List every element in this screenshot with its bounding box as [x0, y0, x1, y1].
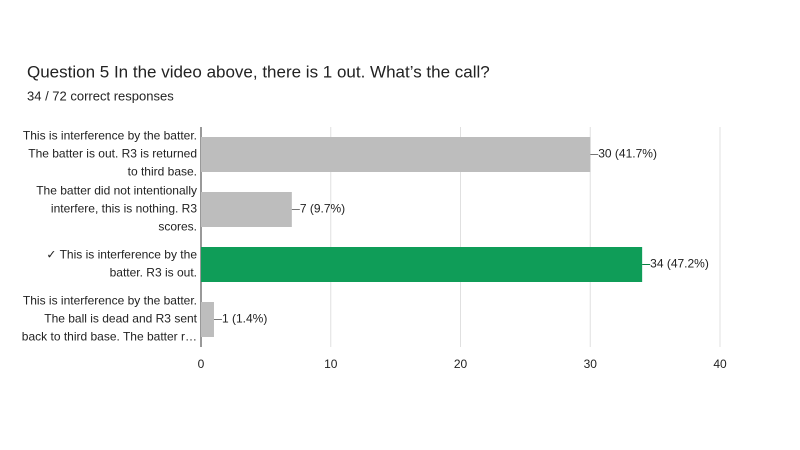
bar — [201, 192, 292, 227]
y-tick-label: The batter did not intentionally — [36, 184, 197, 198]
y-tick-label: ✓ This is interference by the — [46, 248, 197, 262]
chart-subtitle: 34 / 72 correct responses — [27, 88, 174, 103]
x-tick-label: 30 — [584, 357, 598, 371]
y-tick-label: scores. — [158, 220, 197, 234]
value-label: 34 (47.2%) — [650, 257, 709, 271]
bar — [201, 137, 591, 172]
value-label: 30 (41.7%) — [598, 147, 657, 161]
y-tick-label: to third base. — [128, 165, 197, 179]
y-tick-label: batter. R3 is out. — [110, 266, 197, 280]
value-label: 1 (1.4%) — [222, 312, 267, 326]
x-tick-label: 40 — [713, 357, 727, 371]
x-tick-label: 20 — [454, 357, 468, 371]
bar — [201, 302, 214, 337]
x-tick-label: 0 — [198, 357, 205, 371]
value-label: 7 (9.7%) — [300, 202, 345, 216]
y-tick-label: The batter is out. R3 is returned — [28, 147, 197, 161]
y-tick-label: The ball is dead and R3 sent — [44, 312, 197, 326]
y-tick-label: This is interference by the batter. — [23, 294, 197, 308]
y-tick-label: back to third base. The batter r… — [22, 330, 197, 344]
bar — [201, 247, 643, 282]
y-tick-label: interfere, this is nothing. R3 — [51, 202, 197, 216]
x-tick-label: 10 — [324, 357, 338, 371]
y-tick-label: This is interference by the batter. — [23, 129, 197, 143]
chart-title: Question 5 In the video above, there is … — [27, 62, 490, 81]
